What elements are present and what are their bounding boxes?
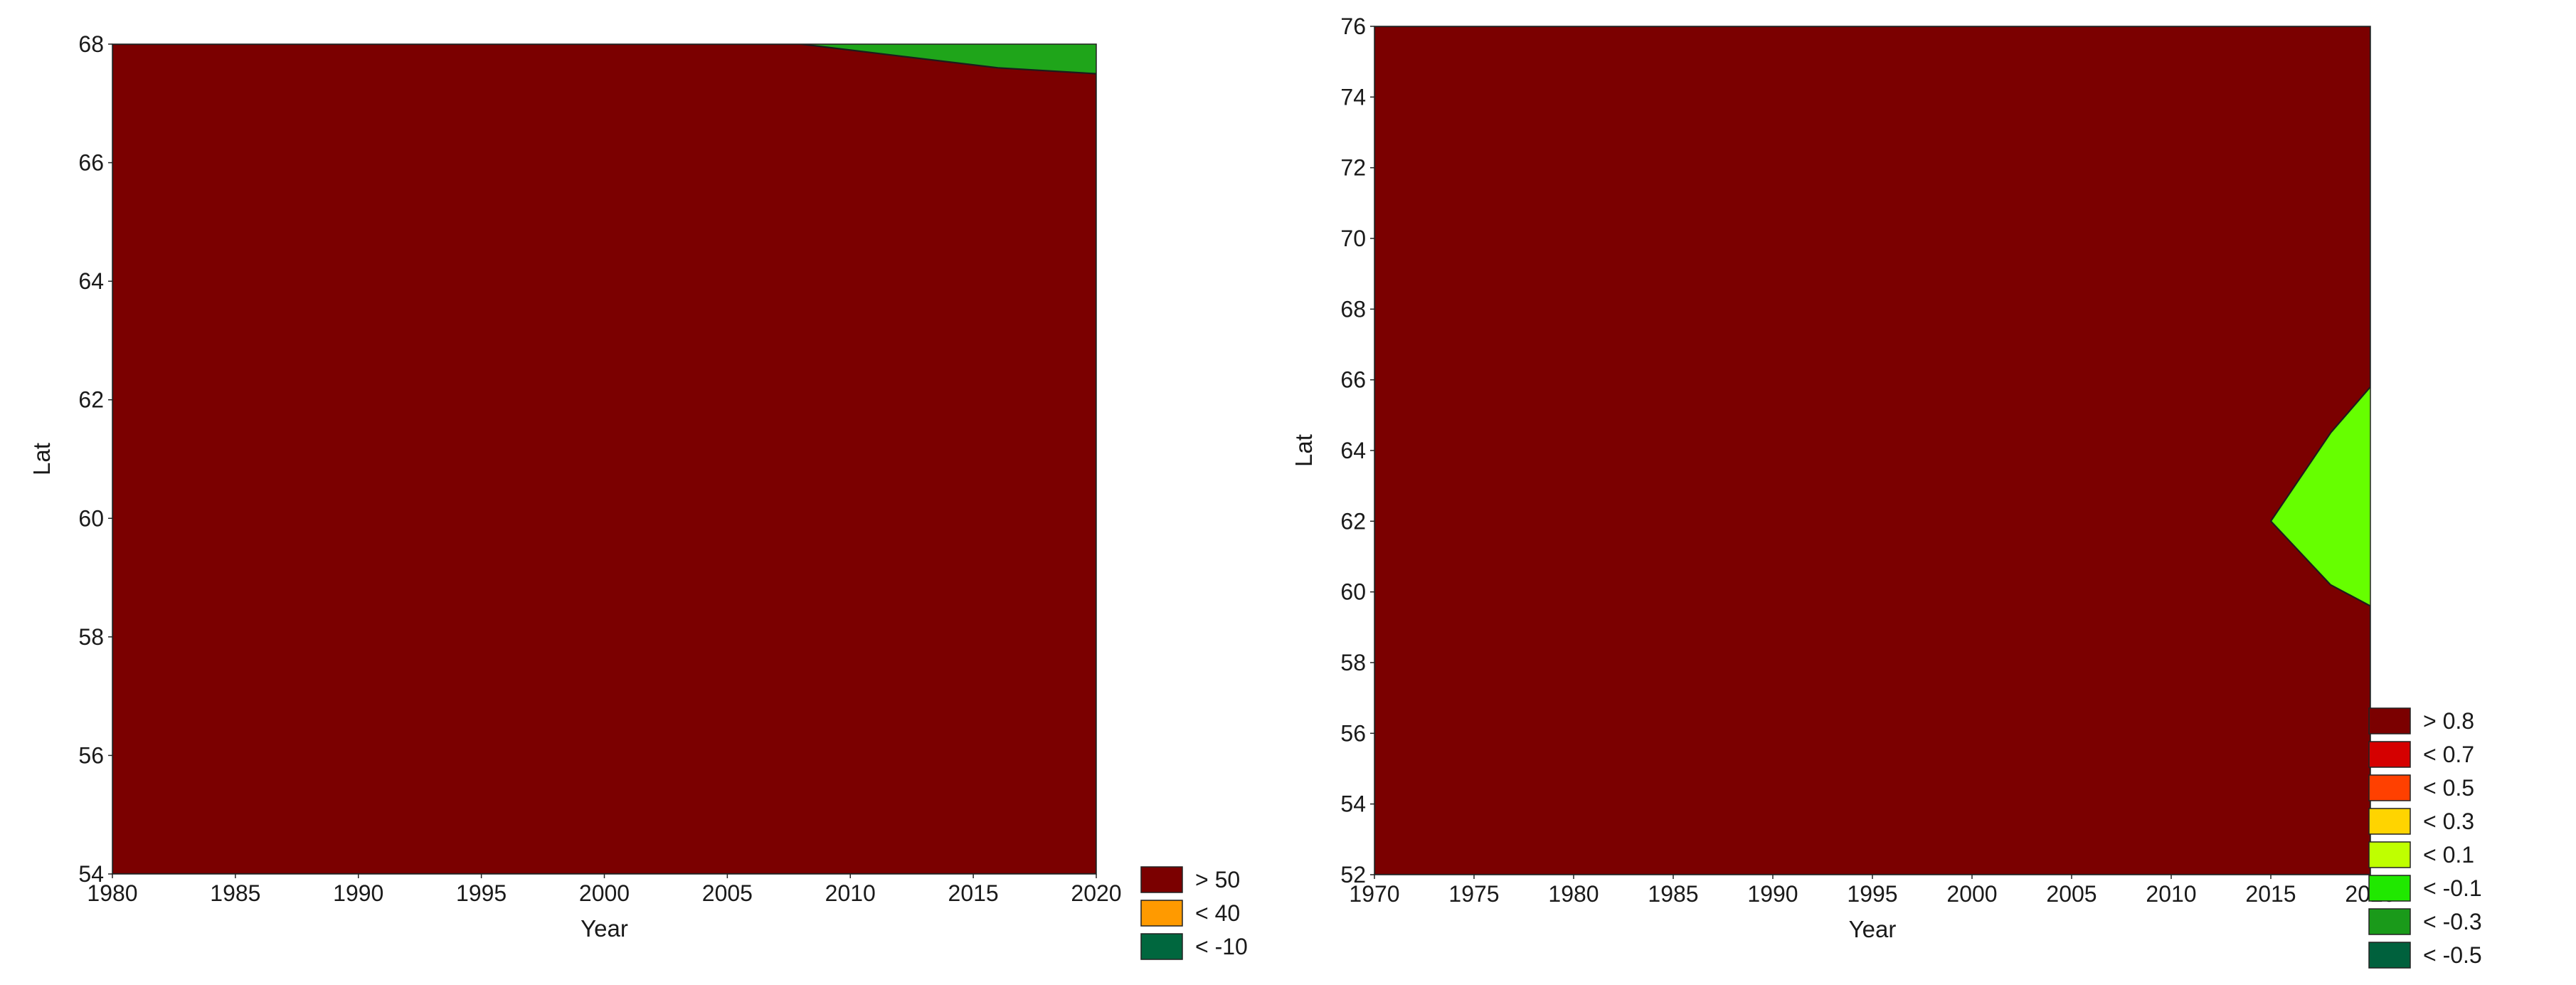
legend-entry: > 0.8 xyxy=(2368,707,2474,734)
y-tick-label: 66 xyxy=(1340,367,1366,393)
x-tick-label: 2005 xyxy=(2046,881,2097,907)
x-tick-label: 1970 xyxy=(1349,881,1399,907)
legend-swatch xyxy=(1140,900,1183,927)
x-tick-label: 1995 xyxy=(456,880,507,906)
left-contour-chart: 1980 1985 1990 1995 2000 2005 2010 2015 2020 54 56… xyxy=(28,31,1248,960)
legend-swatch xyxy=(2368,908,2411,935)
legend-label: < -0.3 xyxy=(2423,909,2482,934)
legend-label: > 0.8 xyxy=(2423,708,2474,734)
y-tick-label: 70 xyxy=(1340,226,1366,251)
legend-label: < -10 xyxy=(1195,934,1248,959)
y-tick-label: 56 xyxy=(78,742,104,768)
y-axis-label: Lat xyxy=(1290,434,1317,467)
y-axis-label: Lat xyxy=(28,443,55,475)
legend-swatch xyxy=(1140,866,1183,893)
y-tick-label: 64 xyxy=(1340,438,1366,463)
y-tick-label: 72 xyxy=(1340,155,1366,181)
x-tick-label: 1985 xyxy=(210,880,260,906)
y-tick-label: 68 xyxy=(78,31,104,57)
x-tick-label: 1990 xyxy=(333,880,383,906)
x-tick-label: 2015 xyxy=(2245,881,2296,907)
x-tick-label: 1980 xyxy=(87,880,137,906)
x-tick-label: 1975 xyxy=(1448,881,1499,907)
legend-entry: < -0.3 xyxy=(2368,908,2482,935)
legend-swatch xyxy=(2368,808,2411,835)
legend-label: < 40 xyxy=(1195,900,1240,926)
contour-plot-area xyxy=(112,44,1096,874)
legend-label: < 0.5 xyxy=(2423,775,2474,801)
y-tick-label: 52 xyxy=(1340,862,1366,887)
x-axis-label: Year xyxy=(1849,916,1897,942)
x-tick-label: 2015 xyxy=(948,880,999,906)
x-tick-label: 2020 xyxy=(1071,880,1121,906)
x-tick-label: 2000 xyxy=(1946,881,1997,907)
y-tick-label: 60 xyxy=(1340,579,1366,605)
contour-band-level-13 xyxy=(1374,26,2370,875)
x-tick-label: 2000 xyxy=(579,880,630,906)
legend-label: < 0.7 xyxy=(2423,742,2474,767)
legend-entry: < 0.5 xyxy=(2368,774,2474,801)
y-tick-label: 68 xyxy=(1340,296,1366,322)
x-tick-label: 1995 xyxy=(1847,881,1897,907)
legend-entry: < 0.7 xyxy=(2368,741,2474,768)
x-tick-label: 1980 xyxy=(1548,881,1599,907)
x-tick-label: 1990 xyxy=(1747,881,1798,907)
legend-entry: < -0.1 xyxy=(2368,875,2482,902)
y-tick-label: 66 xyxy=(78,150,104,176)
y-tick-label: 58 xyxy=(78,624,104,650)
legend-swatch xyxy=(2368,942,2411,969)
y-tick-label: 54 xyxy=(1340,791,1366,817)
x-tick-label: 2010 xyxy=(2146,881,2196,907)
legend-entry: < 40 xyxy=(1140,900,1240,927)
x-axis-label: Year xyxy=(581,915,628,942)
contour-band-level-6 xyxy=(112,44,1096,874)
y-tick-label: 62 xyxy=(78,387,104,413)
y-tick-label: 62 xyxy=(1340,508,1366,534)
y-tick-label: 74 xyxy=(1340,84,1366,110)
x-tick-label: 2010 xyxy=(825,880,876,906)
legend-entry: < -0.5 xyxy=(2368,942,2482,969)
legend-entry: < 0.3 xyxy=(2368,808,2474,835)
contour-plot-area xyxy=(1374,26,2370,875)
x-tick-label: 1985 xyxy=(1648,881,1698,907)
y-tick-label: 60 xyxy=(78,505,104,531)
legend-swatch xyxy=(2368,875,2411,902)
legend-entry: < 0.1 xyxy=(2368,841,2474,868)
legend-label: > 50 xyxy=(1195,867,1240,892)
legend-label: < 0.1 xyxy=(2423,842,2474,868)
x-tick-label: 2005 xyxy=(702,880,753,906)
legend-label: < -0.5 xyxy=(2423,942,2482,968)
legend-label: < 0.3 xyxy=(2423,808,2474,834)
legend-swatch xyxy=(2368,774,2411,801)
y-tick-label: 54 xyxy=(78,861,104,887)
legend-swatch xyxy=(2368,707,2411,734)
legend-swatch xyxy=(2368,841,2411,868)
y-tick-label: 58 xyxy=(1340,650,1366,675)
right-contour-chart: 1970 1975 1980 1985 1990 1995 2000 2005 2010 2015… xyxy=(1290,14,2482,969)
y-tick-label: 56 xyxy=(1340,720,1366,746)
y-tick-label: 64 xyxy=(78,268,104,294)
legend-entry: > 50 xyxy=(1140,866,1240,893)
legend-entry: < -10 xyxy=(1140,933,1248,960)
legend-swatch xyxy=(1140,933,1183,960)
y-tick-label: 76 xyxy=(1340,14,1366,39)
legend-swatch xyxy=(2368,741,2411,768)
legend-label: < -0.1 xyxy=(2423,875,2482,901)
